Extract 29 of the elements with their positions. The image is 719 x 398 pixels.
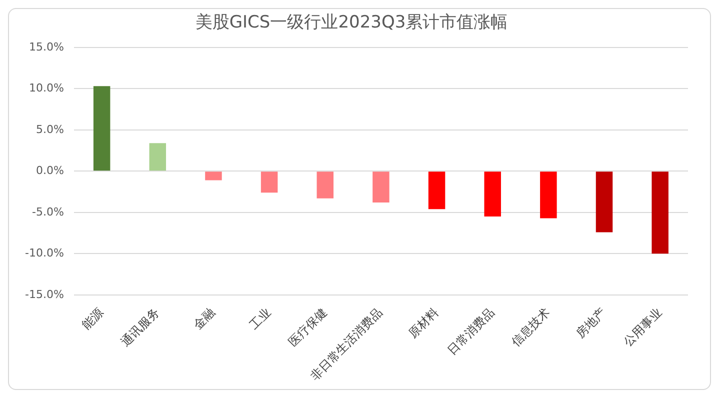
x-tick-label: 工业	[246, 305, 274, 332]
bar	[260, 172, 278, 193]
x-tick-label: 信息技术	[508, 305, 553, 350]
y-tick-label: 0.0%	[36, 164, 64, 178]
y-tick-label: 10.0%	[28, 82, 64, 95]
y-tick-label: 5.0%	[36, 122, 64, 136]
x-tick-label: 原材料	[406, 305, 442, 341]
x-tick-label: 公用事业	[620, 305, 664, 350]
x-tick-label: 医疗保健	[286, 305, 330, 350]
y-tick-label: -5.0%	[32, 205, 64, 218]
bar	[149, 143, 166, 171]
x-tick-label: 通讯服务	[118, 305, 162, 350]
bar	[205, 172, 222, 180]
x-tick-label: 能源	[79, 305, 106, 332]
x-tick-label: 日常消费品	[444, 305, 497, 358]
bar	[596, 172, 613, 232]
bar	[652, 172, 668, 254]
chart-title: 美股GICS一级行业2023Q3累计市值涨幅	[195, 12, 508, 33]
y-tick-label: -15.0%	[24, 288, 64, 301]
y-tick-label: -10.0%	[24, 246, 64, 260]
y-tick-label: 15.0%	[28, 40, 64, 54]
x-tick-label: 房地产	[573, 305, 609, 341]
bar	[428, 172, 446, 210]
bar	[93, 86, 110, 171]
bar	[540, 172, 557, 218]
bar	[372, 172, 390, 203]
x-tick-label: 金融	[190, 305, 218, 332]
bar	[316, 172, 334, 198]
bar	[484, 172, 501, 217]
